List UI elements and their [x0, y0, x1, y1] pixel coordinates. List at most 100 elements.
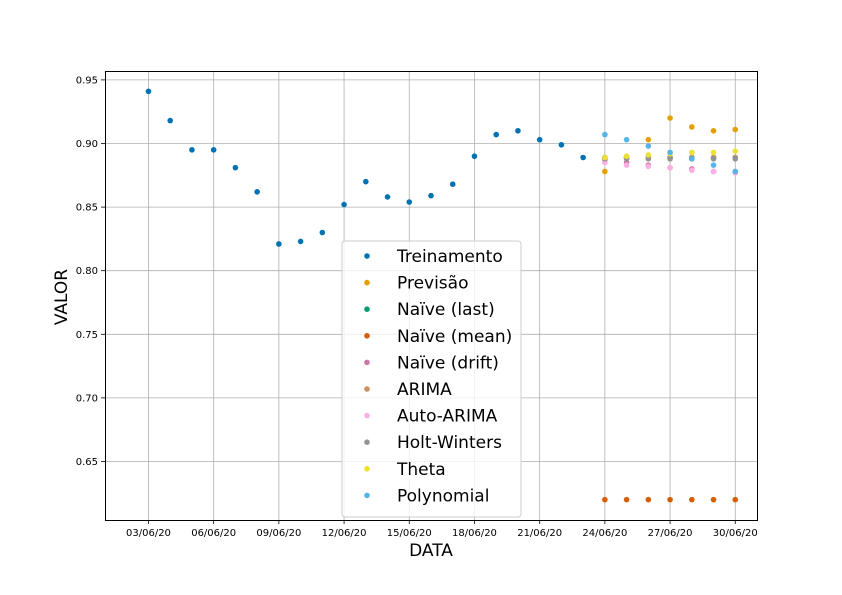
data-point [471, 153, 478, 160]
y-tick-label: 0.75 [76, 330, 98, 341]
data-point [623, 162, 630, 168]
series-points [602, 496, 739, 503]
x-tick-label: 21/06/20 [517, 528, 562, 539]
data-point [536, 136, 543, 143]
data-point [689, 496, 695, 503]
data-point [645, 496, 652, 503]
data-point [645, 143, 652, 149]
data-point [645, 136, 652, 143]
data-point [406, 199, 413, 205]
data-point [710, 149, 717, 156]
data-point [732, 168, 739, 175]
data-point [623, 153, 630, 160]
legend-label: Holt-Winters [397, 433, 502, 453]
x-tick-label: 09/06/20 [256, 528, 301, 539]
legend-box [341, 240, 522, 518]
data-point [645, 152, 652, 158]
data-point [428, 192, 434, 199]
data-point [710, 127, 717, 134]
y-tick-label: 0.80 [76, 266, 98, 277]
x-axis-ticks: 03/06/20 06/06/20 09/06/20 12/06/20 15/06/20… [126, 520, 758, 539]
legend-label: Polynomial [397, 486, 489, 506]
data-point [210, 147, 217, 153]
legend-marker [364, 253, 370, 259]
x-tick-label: 30/06/20 [713, 528, 758, 539]
y-axis-ticks: 0.65 0.70 0.75 0.80 0.85 0.90 0.95 [76, 75, 105, 468]
y-tick-label: 0.85 [76, 203, 98, 214]
data-point [732, 496, 739, 503]
data-point [189, 147, 195, 153]
data-point [384, 194, 391, 200]
legend-marker [364, 466, 370, 472]
legend-marker [364, 279, 370, 286]
legend: Treinamento Previsão Naïve (last) Naïve (me… [341, 240, 522, 518]
plot-area-frame [105, 71, 758, 521]
data-point [297, 238, 304, 245]
data-point [558, 141, 565, 148]
data-point [602, 496, 608, 503]
series-points [145, 88, 586, 247]
data-point [602, 168, 608, 175]
legend-marker [364, 386, 370, 392]
legend-label: Treinamento [396, 247, 503, 267]
data-point [167, 117, 173, 124]
data-point [254, 189, 260, 195]
series-points [602, 131, 739, 175]
data-point [341, 201, 347, 208]
data-point [667, 164, 673, 171]
data-point [145, 88, 152, 95]
data-point [580, 154, 586, 161]
data-point [710, 155, 717, 162]
data-point [602, 154, 608, 161]
data-point [493, 131, 500, 138]
x-axis-label: DATA [409, 541, 453, 561]
data-point [732, 148, 739, 154]
legend-label: Naïve (mean) [397, 327, 512, 347]
legend-label: Previsão [397, 274, 469, 294]
data-point [667, 149, 673, 156]
data-point [689, 124, 695, 130]
legend-label: Auto-ARIMA [397, 407, 498, 427]
y-tick-label: 0.90 [76, 139, 98, 150]
data-point [449, 181, 456, 188]
legend-label: Naïve (last) [397, 300, 495, 320]
legend-label: Theta [396, 460, 446, 480]
y-tick-label: 0.95 [76, 75, 98, 86]
data-point [363, 178, 369, 185]
data-point [232, 164, 239, 171]
data-point [623, 496, 630, 503]
y-tick-label: 0.70 [76, 393, 98, 404]
legend-marker [364, 359, 370, 366]
data-point [319, 229, 326, 236]
legend-marker [364, 492, 370, 499]
data-point [710, 162, 717, 168]
data-point [602, 131, 608, 138]
legend-marker [364, 306, 370, 313]
x-tick-label: 24/06/20 [582, 528, 627, 539]
data-points [145, 88, 739, 503]
data-point [689, 167, 695, 174]
data-point [276, 241, 282, 247]
legend-marker [364, 439, 370, 446]
x-tick-label: 06/06/20 [191, 528, 236, 539]
data-point [732, 126, 739, 133]
data-point [689, 155, 695, 162]
x-tick-label: 03/06/20 [126, 528, 171, 539]
x-tick-label: 12/06/20 [322, 528, 367, 539]
legend-label: Naïve (drift) [397, 353, 499, 373]
data-point [710, 168, 717, 175]
series-points [602, 115, 739, 175]
y-axis-label: VALOR [52, 269, 72, 325]
x-tick-label: 27/06/20 [648, 528, 693, 539]
y-tick-label: 0.65 [76, 457, 98, 468]
data-point [645, 163, 652, 170]
data-point [667, 115, 673, 121]
data-point [689, 149, 695, 156]
data-point [623, 136, 630, 143]
legend-label: ARIMA [397, 380, 452, 400]
data-point [667, 155, 673, 162]
legend-marker [364, 412, 370, 419]
data-point [667, 496, 673, 503]
data-point [732, 155, 739, 162]
